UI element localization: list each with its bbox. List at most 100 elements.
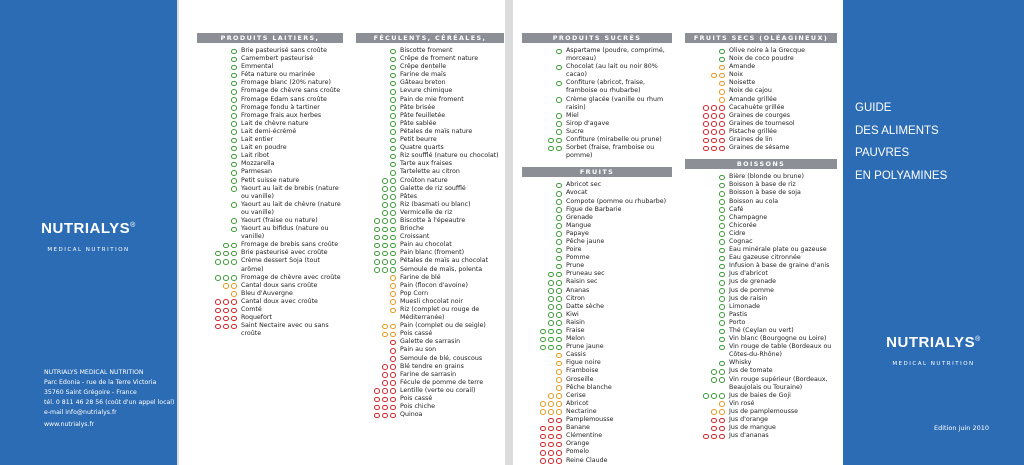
level-dot: [556, 368, 562, 375]
level-dots: [356, 355, 396, 363]
level-dot: [374, 234, 380, 241]
food-item: Noix: [685, 71, 837, 79]
level-dot: [231, 113, 237, 119]
food-item: Banane: [522, 424, 672, 432]
food-name: Yaourt au lait de brebis (nature ou vani…: [241, 184, 339, 200]
food-name: Pomelo: [566, 448, 590, 456]
food-item: Fromage Edam sans croûte: [197, 96, 343, 104]
level-dots: [685, 63, 725, 71]
cover-panel: GUIDE DES ALIMENTS PAUVRES EN POLYAMINES NU…: [843, 0, 1024, 465]
food-item: Yaourt au lait de brebis (nature ou vani…: [197, 185, 343, 201]
level-dot: [719, 433, 725, 440]
level-dots: [356, 217, 396, 225]
level-dots: [685, 295, 725, 303]
level-dot: [556, 129, 562, 136]
food-name: Saint Nectaire avec ou sans croûte: [241, 322, 329, 338]
food-item: Semoule de maïs, polenta: [356, 266, 504, 274]
level-dot: [374, 388, 380, 395]
food-name: Farine de maïs: [400, 71, 447, 79]
level-dots: [522, 214, 562, 222]
level-dots: [197, 47, 237, 55]
food-item: Compote (pomme ou rhubarbe): [522, 198, 672, 206]
food-name: Riz (complet ou rouge de Méditerranée): [400, 306, 480, 322]
food-item: Farine de blé: [356, 274, 504, 282]
food-name: Semoule de maïs, polenta: [400, 265, 483, 273]
level-dots: [356, 128, 396, 136]
level-dots: [685, 112, 725, 120]
food-name: Framboise: [566, 367, 599, 375]
food-name: Boisson à base de riz: [729, 181, 796, 189]
food-item: Pain blanc (froment): [356, 249, 504, 257]
level-dots: [356, 201, 396, 209]
level-dots: [522, 424, 562, 432]
food-item: Miel: [522, 112, 672, 120]
food-name: Graines de tournesol: [729, 119, 795, 127]
food-item: Champagne: [685, 214, 837, 222]
food-name: Cidre: [729, 229, 746, 237]
level-dot: [374, 258, 380, 265]
level-dot: [556, 352, 562, 359]
food-item: Pain au son: [356, 346, 504, 354]
level-dots: [685, 128, 725, 136]
logo-text: NUTRIALYS: [886, 334, 976, 351]
level-dots: [197, 322, 237, 330]
level-dot: [231, 242, 237, 249]
level-dot: [374, 250, 380, 257]
level-dots: [356, 241, 396, 249]
level-dots: [197, 71, 237, 79]
level-dot: [390, 113, 396, 119]
level-dots: [356, 322, 396, 330]
food-name: Fraise: [566, 327, 585, 334]
food-name: Yaourt au lait de chèvre (nature ou vani…: [241, 200, 341, 216]
level-dots: [356, 112, 396, 120]
food-item: Jus d'ananas: [685, 432, 837, 440]
level-dot: [231, 299, 237, 305]
food-name: Parmesan: [241, 168, 272, 176]
food-name: Clémentine: [566, 432, 603, 440]
level-dot: [719, 328, 725, 335]
food-name: Farine de sarrasin: [400, 370, 457, 378]
level-dot: [719, 174, 725, 181]
level-dot: [390, 72, 396, 79]
level-dot: [711, 368, 717, 375]
food-name: Crème glacée (vanille ou rhum raisin): [566, 95, 664, 111]
level-dot: [719, 48, 725, 55]
level-dot: [390, 226, 396, 233]
level-dot: [390, 364, 396, 370]
food-name: Noisette: [729, 79, 756, 87]
food-item: Clémentine: [522, 432, 672, 440]
section-header: FRUITS SECS (OLÉAGINEUX): [685, 33, 837, 43]
food-item: Datte sèche: [522, 303, 672, 311]
level-dots: [522, 432, 562, 440]
level-dots: [197, 104, 237, 112]
level-dot: [548, 288, 554, 294]
level-dot: [390, 339, 396, 346]
food-item: Galette de riz soufflé: [356, 185, 504, 193]
column: FRUITS SECS (OLÉAGINEUX) Olive noire à la…: [685, 33, 837, 440]
level-dots: [685, 206, 725, 214]
food-item: Jus de tomate: [685, 367, 837, 375]
food-name: Avocat: [566, 189, 588, 197]
level-dot: [711, 72, 717, 79]
level-dot: [390, 121, 396, 127]
food-item: Pâte feuilletée: [356, 112, 504, 120]
level-dots: [685, 136, 725, 144]
level-dots: [522, 343, 562, 351]
food-item: Riz soufflé (nature ou chocolat): [356, 152, 504, 160]
level-dots: [356, 71, 396, 79]
level-dot: [231, 315, 237, 322]
food-item: Quatre quarts: [356, 144, 504, 152]
food-item: Fromage fondu à tartiner: [197, 104, 343, 112]
level-dot: [548, 458, 554, 464]
level-dots: [356, 371, 396, 379]
food-name: Tarte aux fraises: [400, 160, 453, 168]
level-dot: [215, 307, 221, 314]
level-dot: [231, 105, 237, 111]
food-name: Citron: [566, 294, 585, 302]
level-dots: [356, 387, 396, 395]
level-dot: [711, 433, 717, 440]
level-dots: [685, 359, 725, 367]
level-dot: [556, 239, 562, 246]
food-item: Noix de coco poudre: [685, 55, 837, 63]
